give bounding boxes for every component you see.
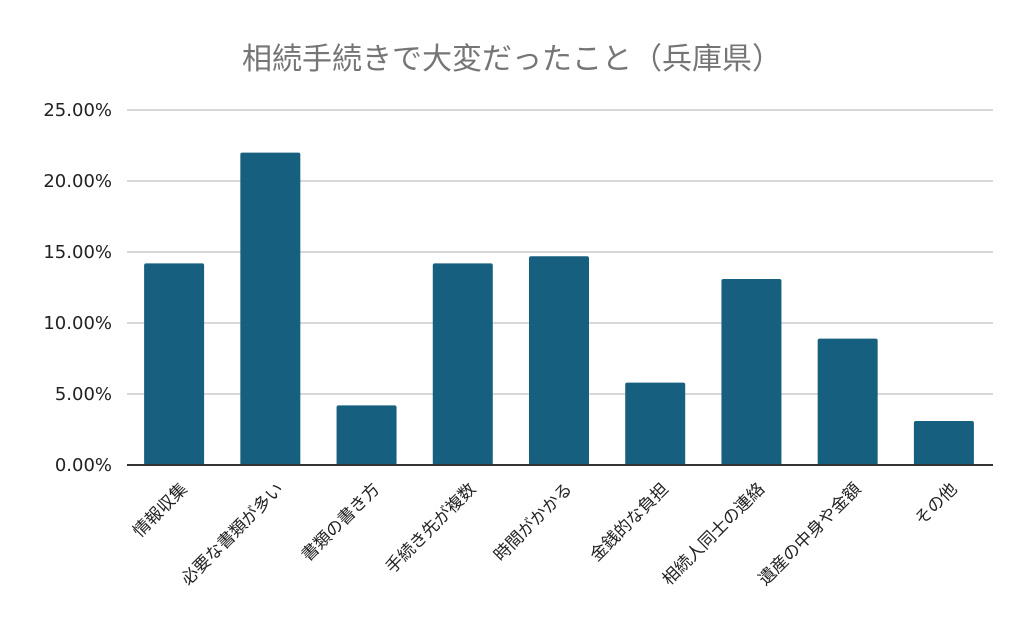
bar	[913, 420, 974, 465]
bar	[336, 405, 397, 465]
x-tick-label: 遺産の中身や金額	[755, 479, 865, 589]
x-tick-label: 時間がかかる	[490, 479, 576, 565]
x-tick-label: その他	[911, 479, 961, 529]
x-tick-label: 必要な書類が多い	[178, 479, 288, 589]
y-tick-label: 20.00%	[43, 171, 112, 192]
x-tick-label: 金銭的な負担	[586, 479, 672, 565]
chart-title: 相続手続きで大変だったこと（兵庫県）	[242, 42, 782, 77]
y-tick-label: 5.00%	[55, 384, 112, 405]
y-tick-label: 0.00%	[55, 455, 112, 476]
bar	[817, 338, 878, 465]
y-axis-ticks: 0.00% 5.00% 10.00% 15.00% 20.00% 25.00%	[43, 100, 112, 476]
y-tick-label: 25.00%	[43, 100, 112, 121]
bar	[625, 382, 686, 465]
x-tick-label: 情報収集	[129, 479, 191, 541]
bars	[144, 152, 974, 465]
bar	[529, 256, 589, 465]
bar	[144, 263, 205, 465]
bar	[240, 152, 301, 465]
y-tick-label: 15.00%	[43, 242, 112, 263]
bar	[721, 278, 782, 465]
x-tick-label: 手続き先が複数	[382, 479, 480, 577]
bar	[432, 263, 493, 465]
y-tick-label: 10.00%	[43, 313, 112, 334]
x-tick-label: 相続人同士の連絡	[659, 479, 769, 589]
x-tick-label: 書類の書き方	[298, 479, 384, 565]
